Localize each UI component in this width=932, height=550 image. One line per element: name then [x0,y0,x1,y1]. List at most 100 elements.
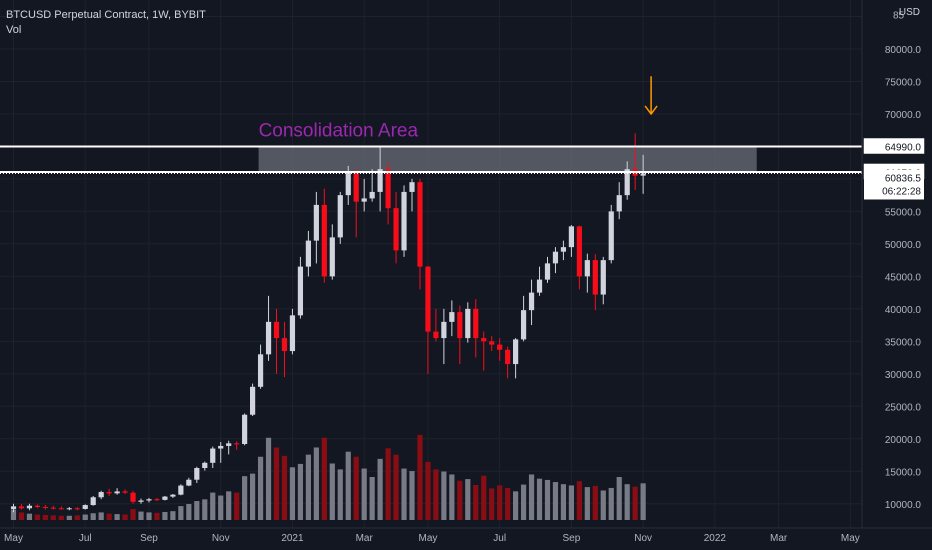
candle-body [210,448,216,463]
candle [465,302,471,343]
candle [505,346,511,379]
candle-body [265,321,272,355]
volume-bar [297,463,304,520]
candle [608,204,614,264]
candle-body [170,494,176,497]
candle-body [313,204,319,241]
volume-bar [624,484,630,520]
volume-bar [457,480,463,520]
candle-body [138,500,144,502]
volume-bar [146,512,152,520]
volume-bar [640,483,646,520]
candle [297,256,304,319]
candle [186,477,192,487]
candle-body [329,237,335,277]
volume-bar [417,434,423,520]
currency-label[interactable]: USD [898,7,920,18]
volume-bar [114,514,120,520]
price-tick-label: 55000.0 [885,207,922,218]
candle [441,308,447,365]
volume-bar [497,485,503,520]
candle-body [42,507,48,509]
candle [10,503,17,513]
time-tick-label: May [841,533,860,544]
candle [305,230,311,277]
volume-series [10,434,646,520]
volume-bar [361,468,367,520]
volume-bar [433,469,439,520]
candle-body [234,443,240,445]
candle-body [584,260,590,277]
time-tick-label: Sep [563,533,581,544]
candle [218,442,224,463]
candle [481,331,487,371]
candle [321,188,327,283]
volume-bar [481,475,487,520]
candle-body [528,292,535,311]
candle-body [26,505,33,509]
candle [242,413,248,446]
consolidation-zone [258,146,757,172]
candle-body [465,308,471,339]
candle [409,178,415,212]
candle [289,308,296,355]
volume-bar [513,491,519,520]
candle [146,497,152,503]
candle [393,191,399,264]
price-tick-label: 50000.0 [885,240,922,251]
volume-bar [329,463,335,520]
bar-countdown-label: 06:22:28 [882,186,921,197]
candle-body [513,339,519,365]
volume-bar [401,468,407,520]
volume-indicator-label[interactable]: Vol [6,24,22,36]
candle [473,299,479,358]
price-tick-label: 35000.0 [885,337,922,348]
candle-body [505,349,511,365]
candle [377,147,383,212]
volume-bar [26,513,33,520]
price-tick-label: 45000.0 [885,272,922,283]
volume-bar [465,479,471,520]
candle [457,305,463,365]
volume-bar [82,514,88,520]
candle [337,191,343,244]
price-tick-label: 15000.0 [885,467,922,478]
candle [616,182,622,220]
candle-body [425,266,431,332]
volume-bar [58,515,64,520]
candle [74,507,80,511]
candle-body [106,492,112,494]
price-axis-background [862,0,932,550]
candle-body [417,182,423,267]
volume-bar [313,447,319,520]
candle-body [146,499,152,501]
symbol-title[interactable]: BTCUSD Perpetual Contract, 1W, BYBIT [6,9,206,21]
candle-body [98,492,104,498]
candle [600,256,606,305]
volume-bar [592,485,598,520]
candle-body [273,321,280,339]
candle-body [489,341,495,345]
volume-bar [425,461,431,520]
candle [640,154,646,194]
candle-body [369,191,375,199]
candle-body [449,312,455,322]
volume-bar [489,488,495,520]
candle-body [74,508,80,510]
volume-bar [257,456,264,520]
candle [34,504,41,509]
candle-body [560,247,567,252]
candle-body [520,310,527,340]
candle [329,224,335,280]
candle-body [552,251,559,264]
volume-bar [218,495,224,520]
candle [42,505,48,510]
time-tick-label: May [4,533,23,544]
candle-body [409,182,415,192]
candle [138,498,144,504]
volume-bar [393,454,399,520]
candle [369,169,375,202]
volume-bar [600,490,606,520]
